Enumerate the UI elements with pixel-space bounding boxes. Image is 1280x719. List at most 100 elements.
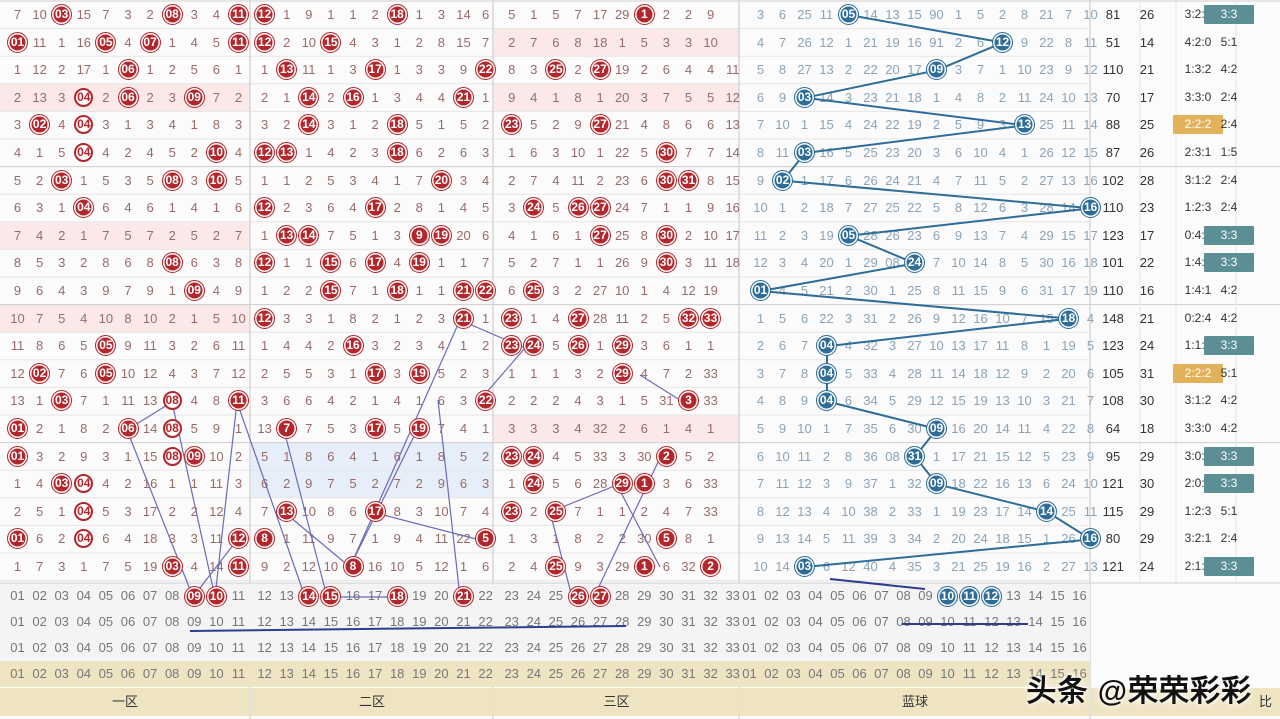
red-number-option[interactable]: 16 <box>345 588 361 603</box>
red-number-option[interactable]: 31 <box>681 666 696 681</box>
blue-number-option[interactable]: 10 <box>940 614 955 629</box>
red-number-option[interactable]: 26 <box>570 666 586 681</box>
blue-number-option[interactable]: 02 <box>764 666 779 681</box>
blue-number-option[interactable]: 12 <box>984 614 999 629</box>
red-number-option[interactable]: 28 <box>614 588 630 603</box>
red-number-option[interactable]: 33 <box>725 588 740 603</box>
red-number-option[interactable]: 08 <box>164 614 180 629</box>
blue-number-option[interactable]: 16 <box>1072 614 1087 629</box>
blue-number-option[interactable]: 11 <box>962 666 977 681</box>
blue-number-option[interactable]: 14 <box>1028 588 1043 603</box>
red-number-option[interactable]: 18 <box>389 640 405 655</box>
blue-number-option[interactable]: 03 <box>786 640 801 655</box>
red-number-option[interactable]: 09 <box>187 614 202 629</box>
red-number-option[interactable]: 06 <box>120 640 136 655</box>
red-number-option[interactable]: 24 <box>526 588 542 603</box>
red-number-option[interactable]: 06 <box>120 666 136 681</box>
red-number-option[interactable]: 31 <box>681 588 696 603</box>
blue-number-option[interactable]: 09 <box>918 640 933 655</box>
blue-number-option[interactable]: 09 <box>918 614 933 629</box>
red-number-option[interactable]: 08 <box>164 666 180 681</box>
red-number-option[interactable]: 02 <box>32 666 47 681</box>
red-number-option[interactable]: 22 <box>478 614 493 629</box>
blue-number-option[interactable]: 14 <box>1028 614 1043 629</box>
red-number-option[interactable]: 20 <box>434 666 449 681</box>
blue-number-option[interactable]: 08 <box>896 588 911 603</box>
red-number-option[interactable]: 26 <box>570 640 586 655</box>
red-number-option[interactable]: 29 <box>637 614 652 629</box>
red-number-option[interactable]: 33 <box>725 666 740 681</box>
red-number-option[interactable]: 27 <box>592 640 608 655</box>
red-number-option[interactable]: 20 <box>434 640 449 655</box>
red-number-option[interactable]: 23 <box>504 588 519 603</box>
red-number-option[interactable]: 12 <box>257 614 272 629</box>
red-number-option[interactable]: 16 <box>345 640 361 655</box>
blue-number-option[interactable]: 10 <box>940 666 955 681</box>
blue-number-option[interactable]: 15 <box>1050 640 1065 655</box>
red-number-option[interactable]: 07 <box>142 614 158 629</box>
red-number-option[interactable]: 11 <box>231 588 246 603</box>
red-number-option[interactable]: 24 <box>526 640 542 655</box>
red-number-option[interactable]: 25 <box>548 640 564 655</box>
red-number-option[interactable]: 13 <box>279 666 294 681</box>
blue-number-option[interactable]: 07 <box>874 666 889 681</box>
selected-red-number[interactable]: 18 <box>386 586 408 607</box>
blue-number-option[interactable]: 01 <box>742 666 757 681</box>
red-number-option[interactable]: 21 <box>456 614 471 629</box>
red-number-option[interactable]: 09 <box>187 666 202 681</box>
blue-number-option[interactable]: 03 <box>786 588 801 603</box>
blue-number-option[interactable]: 08 <box>896 666 911 681</box>
selected-blue-number[interactable]: 10 <box>937 586 958 607</box>
red-number-option[interactable]: 11 <box>231 666 246 681</box>
red-number-option[interactable]: 02 <box>32 588 47 603</box>
red-number-option[interactable]: 23 <box>504 614 519 629</box>
red-number-option[interactable]: 16 <box>345 614 361 629</box>
blue-number-option[interactable]: 02 <box>764 640 779 655</box>
red-number-option[interactable]: 06 <box>120 614 136 629</box>
selected-blue-number[interactable]: 11 <box>959 586 980 607</box>
blue-number-option[interactable]: 03 <box>786 614 801 629</box>
red-number-option[interactable]: 07 <box>142 666 158 681</box>
red-number-option[interactable]: 05 <box>98 588 114 603</box>
red-number-option[interactable]: 14 <box>301 640 317 655</box>
red-number-option[interactable]: 30 <box>659 614 674 629</box>
blue-number-option[interactable]: 11 <box>962 614 977 629</box>
blue-number-option[interactable]: 09 <box>918 588 933 603</box>
red-number-option[interactable]: 19 <box>412 614 427 629</box>
red-number-option[interactable]: 03 <box>54 614 69 629</box>
red-number-option[interactable]: 25 <box>548 614 564 629</box>
blue-number-option[interactable]: 06 <box>852 588 867 603</box>
red-number-option[interactable]: 31 <box>681 640 696 655</box>
blue-number-option[interactable]: 12 <box>984 666 999 681</box>
red-number-option[interactable]: 03 <box>54 640 69 655</box>
red-number-option[interactable]: 25 <box>548 588 564 603</box>
red-number-option[interactable]: 10 <box>209 666 224 681</box>
blue-number-option[interactable]: 15 <box>1050 666 1065 681</box>
red-number-option[interactable]: 17 <box>367 588 383 603</box>
blue-number-option[interactable]: 13 <box>1006 614 1021 629</box>
red-number-option[interactable]: 16 <box>345 666 361 681</box>
red-number-option[interactable]: 31 <box>681 614 696 629</box>
blue-number-option[interactable]: 16 <box>1072 666 1087 681</box>
red-number-option[interactable]: 13 <box>279 588 294 603</box>
red-number-option[interactable]: 03 <box>54 588 69 603</box>
red-number-option[interactable]: 05 <box>98 640 114 655</box>
red-number-option[interactable]: 01 <box>10 640 25 655</box>
red-number-option[interactable]: 13 <box>279 614 294 629</box>
red-number-option[interactable]: 22 <box>478 588 493 603</box>
blue-number-option[interactable]: 14 <box>1028 666 1043 681</box>
red-number-option[interactable]: 05 <box>98 666 114 681</box>
blue-number-option[interactable]: 01 <box>742 614 757 629</box>
red-number-option[interactable]: 04 <box>76 640 92 655</box>
blue-number-option[interactable]: 01 <box>742 640 757 655</box>
blue-number-option[interactable]: 08 <box>896 640 911 655</box>
red-number-option[interactable]: 08 <box>164 640 180 655</box>
red-number-option[interactable]: 04 <box>76 666 92 681</box>
blue-number-option[interactable]: 04 <box>808 588 823 603</box>
red-number-option[interactable]: 32 <box>703 588 718 603</box>
red-number-option[interactable]: 10 <box>209 640 224 655</box>
blue-number-option[interactable]: 02 <box>764 588 779 603</box>
red-number-option[interactable]: 19 <box>412 666 427 681</box>
red-number-option[interactable]: 14 <box>301 614 317 629</box>
red-number-option[interactable]: 13 <box>279 640 294 655</box>
